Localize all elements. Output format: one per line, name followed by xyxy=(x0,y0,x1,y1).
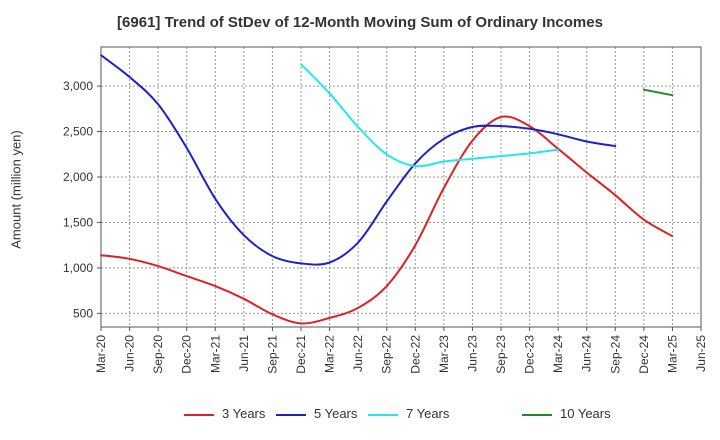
series-line-1 xyxy=(100,115,674,325)
legend-label: 3 Years xyxy=(222,406,266,421)
x-tick-label: Mar-20 xyxy=(94,335,108,373)
legend-swatch xyxy=(276,414,306,416)
x-tick-label: Jun-24 xyxy=(580,335,594,372)
y-tick-label: 1,500 xyxy=(63,215,93,229)
legend-label: 7 Years xyxy=(406,406,450,421)
x-tick-label: Dec-23 xyxy=(523,335,537,374)
x-tick-label: Mar-24 xyxy=(551,335,565,373)
x-tick-label: Sep-22 xyxy=(380,335,394,374)
series-line-4 xyxy=(642,88,674,97)
legend-swatch xyxy=(368,414,398,416)
series-line-2 xyxy=(100,54,617,266)
x-tick-label: Mar-21 xyxy=(208,335,222,373)
line-chart: 500 1,000 1,500 2,000 2,500 3,000 Mar-20 Jun-2… xyxy=(63,46,708,374)
x-tick-label: Mar-23 xyxy=(437,335,451,373)
x-tick-label: Mar-22 xyxy=(323,335,337,373)
x-tick-label: Jun-25 xyxy=(694,335,708,372)
x-tick-label: Sep-21 xyxy=(265,335,279,374)
x-tick-label: Jun-21 xyxy=(237,335,251,372)
grid xyxy=(101,47,701,327)
y-tick-label: 3,000 xyxy=(63,79,93,93)
legend-swatch xyxy=(522,414,552,416)
legend-swatch xyxy=(184,414,214,416)
x-tick-label: Dec-24 xyxy=(637,335,651,374)
x-tick-label: Jun-22 xyxy=(351,335,365,372)
x-tick-label: Dec-22 xyxy=(408,335,422,374)
x-tick-label: Sep-23 xyxy=(494,335,508,374)
y-tick-label: 2,000 xyxy=(63,170,93,184)
legend-label: 5 Years xyxy=(314,406,358,421)
y-tick-label: 500 xyxy=(73,306,93,320)
x-tick-label: Sep-24 xyxy=(608,335,622,374)
x-tick-label: Sep-20 xyxy=(151,335,165,374)
x-axis-ticks: Mar-20 Jun-20 Sep-20 Dec-20 Mar-21 Jun-21 Sep-… xyxy=(94,327,708,374)
x-tick-label: Jun-23 xyxy=(465,335,479,372)
plot-frame xyxy=(100,46,702,328)
legend: 3 Years 5 Years 7 Years 10 Years xyxy=(0,404,720,426)
legend-label: 10 Years xyxy=(560,406,611,421)
x-tick-label: Jun-20 xyxy=(123,335,137,372)
series-line-3 xyxy=(300,63,560,168)
series-layer xyxy=(100,54,674,325)
y-tick-label: 1,000 xyxy=(63,261,93,275)
y-tick-label: 2,500 xyxy=(63,125,93,139)
x-tick-label: Mar-25 xyxy=(665,335,679,373)
y-axis-ticks: 500 1,000 1,500 2,000 2,500 3,000 xyxy=(63,79,101,320)
x-tick-label: Dec-20 xyxy=(180,335,194,374)
x-tick-label: Dec-21 xyxy=(294,335,308,374)
chart-title: [6961] Trend of StDev of 12-Month Moving… xyxy=(117,14,603,31)
